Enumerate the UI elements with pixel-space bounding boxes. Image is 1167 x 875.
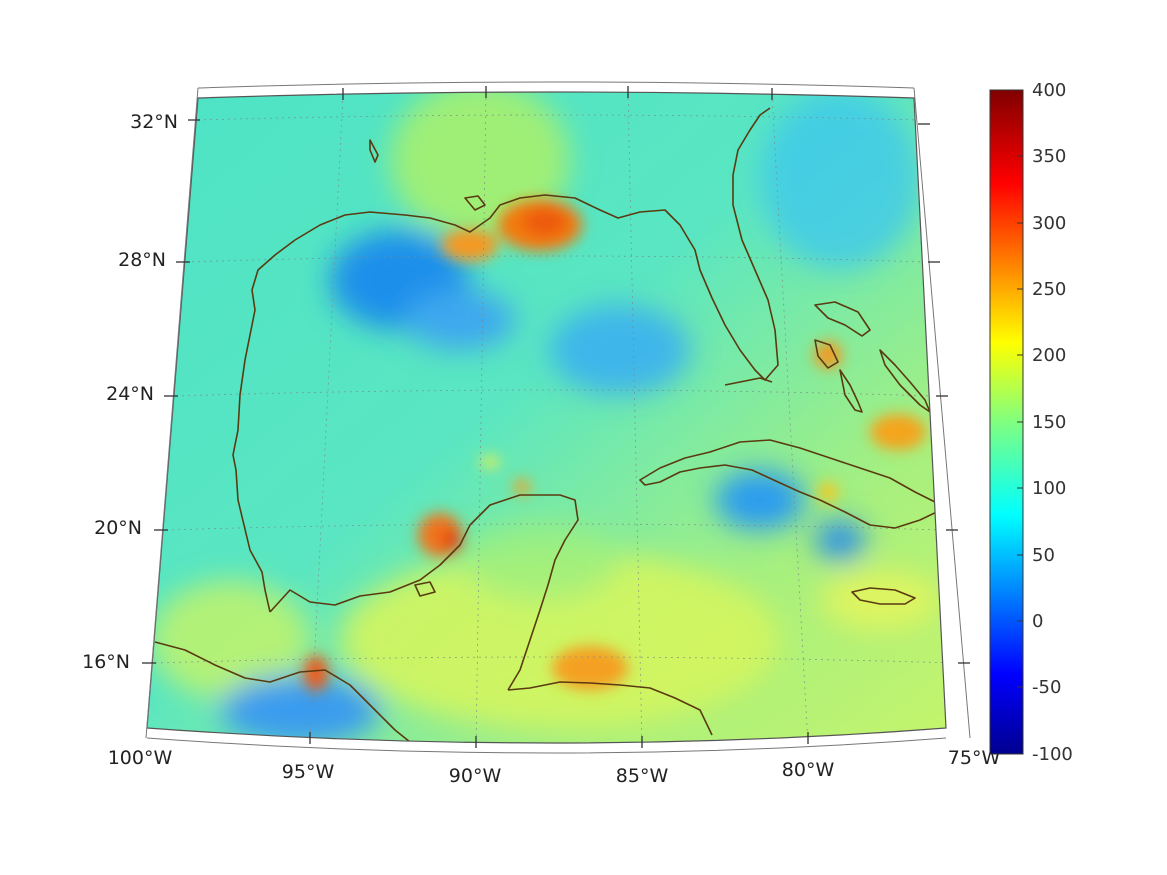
colorbar-label-350: 350	[1032, 146, 1066, 167]
colorbar-label-minus100: -100	[1032, 744, 1073, 765]
lat-label-32n: 32°N	[130, 111, 178, 133]
colorbar-label-0: 0	[1032, 611, 1043, 632]
colorbar-label-100: 100	[1032, 478, 1066, 499]
colorbar-label-200: 200	[1032, 345, 1066, 366]
lon-label-85w: 85°W	[616, 765, 669, 787]
hotspot-oaxaca	[304, 655, 328, 691]
colorbar-label-50: 50	[1032, 545, 1055, 566]
graticule	[154, 92, 946, 743]
lon-label-90w: 90°W	[449, 765, 502, 787]
colorbar: 400 350 300 250 200 150 100 50 0 -50 -10…	[989, 80, 1073, 765]
coastline	[154, 107, 946, 743]
colorbar-label-400: 400	[1032, 80, 1066, 101]
colorbar-label-250: 250	[1032, 279, 1066, 300]
lat-label-20n: 20°N	[94, 517, 142, 539]
hotspot-bahamas	[870, 414, 926, 450]
map-frame	[142, 81, 971, 754]
lon-label-75w: 75°W	[948, 747, 1001, 769]
hotspot-honduras	[552, 646, 628, 690]
hotspot-andros	[814, 341, 842, 369]
colorbar-label-minus50: -50	[1032, 677, 1061, 698]
map-field	[147, 92, 946, 743]
lat-label-16n: 16°N	[82, 651, 130, 673]
colorbar-label-300: 300	[1032, 213, 1066, 234]
colorbar-label-150: 150	[1032, 412, 1066, 433]
longitude-labels: 100°W 95°W 90°W 85°W 80°W 75°W	[108, 747, 1001, 787]
lon-label-80w: 80°W	[782, 759, 835, 781]
lon-label-100w: 100°W	[108, 747, 173, 769]
latitude-labels: 32°N 28°N 24°N 20°N 16°N	[82, 111, 178, 673]
lat-label-28n: 28°N	[118, 249, 166, 271]
lat-label-24n: 24°N	[106, 383, 154, 405]
lon-label-95w: 95°W	[282, 761, 335, 783]
